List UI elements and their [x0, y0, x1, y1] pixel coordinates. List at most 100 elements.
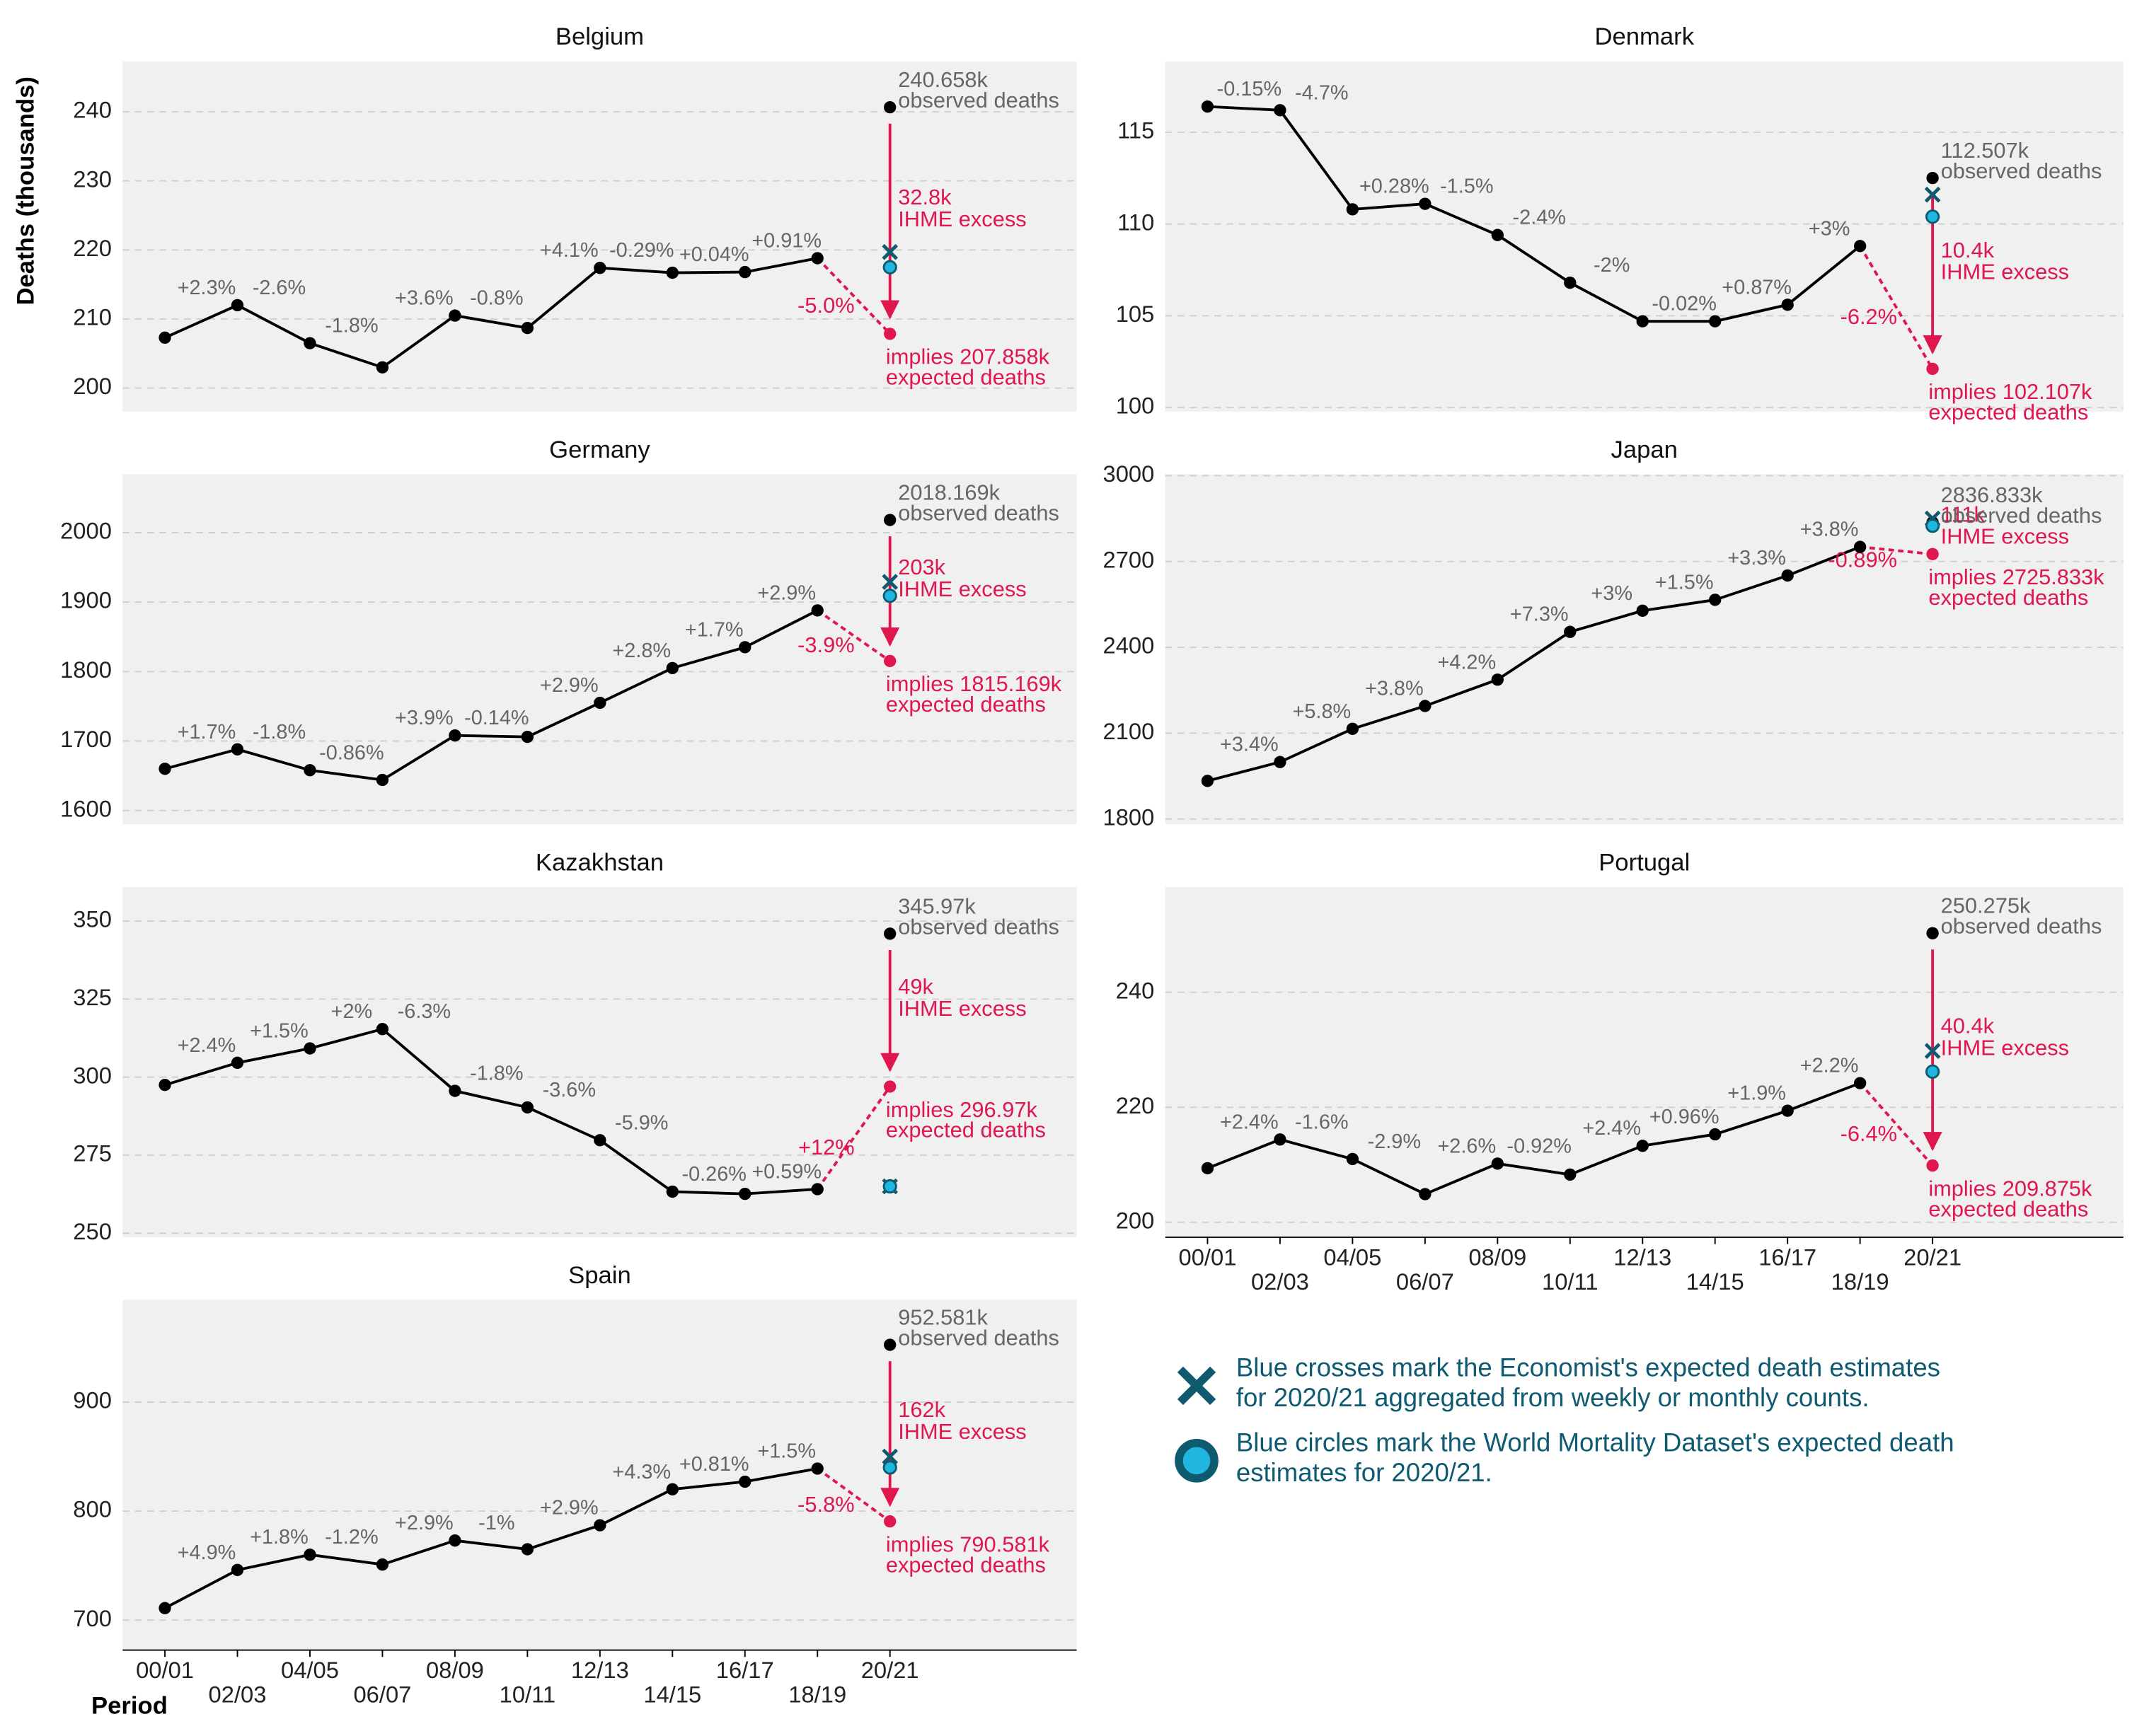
y-tick-label: 100: [1116, 393, 1155, 419]
observed-point: [449, 1084, 461, 1097]
legend-text: Blue circles mark the World Mortality Da…: [1236, 1428, 1954, 1457]
change-label: -1.2%: [325, 1526, 378, 1549]
change-label: +2.8%: [612, 640, 671, 662]
x-tick-label: 14/15: [1686, 1268, 1744, 1295]
observed-point: [521, 321, 534, 335]
expected-text: expected deaths: [886, 365, 1046, 390]
observed-point: [739, 1187, 751, 1200]
observed-line: [164, 609, 819, 782]
y-tick-label: 700: [73, 1605, 112, 1631]
observed-point: [1926, 927, 1939, 939]
observed-point: [1781, 1104, 1794, 1117]
change-label: +3%: [1809, 217, 1850, 240]
y-tick-label: 1800: [1103, 804, 1155, 830]
change-label: +2.9%: [540, 1497, 599, 1520]
y-tick-label: 240: [73, 97, 112, 123]
change-label: -1.5%: [1440, 175, 1493, 198]
change-label: +3.6%: [395, 287, 454, 310]
change-label: +3.4%: [1220, 734, 1279, 756]
x-tick-label: 12/13: [571, 1657, 629, 1683]
expected-text: expected deaths: [1928, 585, 2088, 610]
observed-point: [811, 252, 824, 265]
change-label: +1.8%: [250, 1526, 309, 1549]
observed-point: [376, 361, 389, 374]
observed-line: [1207, 105, 1861, 323]
observed-text: observed deaths: [1941, 914, 2102, 939]
y-tick-label: 230: [73, 166, 112, 192]
expected-point: [1926, 362, 1939, 376]
observed-text: observed deaths: [898, 914, 1059, 939]
observed-text: observed deaths: [898, 500, 1059, 525]
change-label: +2.6%: [1437, 1135, 1496, 1157]
y-tick-label: 800: [73, 1496, 112, 1522]
observed-point: [1419, 700, 1432, 712]
observed-point: [1201, 775, 1214, 787]
x-tick-label: 10/11: [1542, 1268, 1599, 1295]
observed-point: [1564, 1168, 1577, 1181]
observed-point: [594, 1134, 606, 1147]
observed-point: [739, 1475, 751, 1488]
y-tick-label: 2700: [1103, 546, 1155, 572]
change-label: +2.4%: [1582, 1117, 1641, 1140]
y-tick-label: 220: [73, 235, 112, 261]
expected-change-label: -6.4%: [1841, 1121, 1897, 1146]
wmd-circle: [882, 589, 897, 603]
wmd-circle: [882, 1179, 897, 1194]
change-label: -1.8%: [325, 315, 378, 337]
x-tick-label: 12/13: [1613, 1244, 1671, 1270]
expected-label: implies 2725.833k: [1928, 565, 2104, 589]
expected-change-label: -6.2%: [1841, 304, 1897, 329]
change-label: -1.8%: [470, 1063, 523, 1085]
observed-point: [1346, 722, 1359, 735]
x-tick-label: 04/05: [1323, 1244, 1381, 1270]
change-label: +3%: [1591, 582, 1632, 605]
economist-cross: [1924, 186, 1941, 203]
y-tick-label: 200: [1116, 1207, 1155, 1233]
expected-label: implies 102.107k: [1928, 379, 2092, 404]
change-label: -1.6%: [1295, 1111, 1348, 1133]
expected-text: expected deaths: [886, 692, 1046, 717]
change-label: +4.1%: [540, 239, 599, 262]
observed-point: [231, 299, 244, 312]
expected-point: [1926, 548, 1939, 560]
observed-point: [1201, 1162, 1214, 1175]
x-tick-label: 08/09: [1468, 1244, 1526, 1270]
observed-point: [1853, 1077, 1867, 1089]
expected-label: implies 209.875k: [1928, 1176, 2092, 1200]
observed-point: [1709, 594, 1722, 606]
observed-point: [304, 1549, 316, 1561]
excess-label: 111k: [1941, 502, 1986, 526]
y-tick-label: 250: [73, 1218, 112, 1244]
observed-label: 345.97k: [898, 893, 976, 918]
change-label: +3.8%: [1800, 519, 1859, 541]
excess-label: 32.8k: [898, 185, 952, 209]
wmd-circle: [882, 1460, 897, 1475]
change-label: +2.2%: [1800, 1055, 1859, 1077]
x-tick-label: 06/07: [353, 1682, 411, 1708]
observed-point: [739, 265, 751, 279]
observed-point: [594, 1519, 606, 1532]
y-tick-label: 200: [73, 373, 112, 399]
change-label: -5.9%: [615, 1111, 668, 1134]
observed-point: [1491, 228, 1504, 241]
legend-text: Blue crosses mark the Economist's expect…: [1236, 1353, 1940, 1382]
observed-text: observed deaths: [898, 1325, 1059, 1350]
wmd-circle: [1925, 519, 1940, 533]
legend-circle: [1175, 1439, 1219, 1483]
observed-point: [884, 927, 897, 940]
panel-background: [1165, 886, 2124, 1237]
observed-point: [594, 262, 606, 274]
panel-background: [122, 61, 1077, 412]
y-tick-label: 105: [1116, 301, 1155, 327]
observed-point: [1346, 1152, 1359, 1166]
economist-cross: [882, 243, 899, 260]
expected-text: expected deaths: [886, 1118, 1046, 1142]
observed-point: [304, 337, 316, 349]
change-label: +3.3%: [1727, 547, 1786, 569]
observed-text: observed deaths: [1941, 503, 2102, 528]
observed-point: [376, 1023, 389, 1036]
change-label: -1%: [478, 1512, 514, 1534]
wmd-circle: [1925, 1064, 1940, 1079]
x-tick-label: 08/09: [426, 1657, 484, 1683]
change-label: -0.92%: [1507, 1135, 1572, 1157]
